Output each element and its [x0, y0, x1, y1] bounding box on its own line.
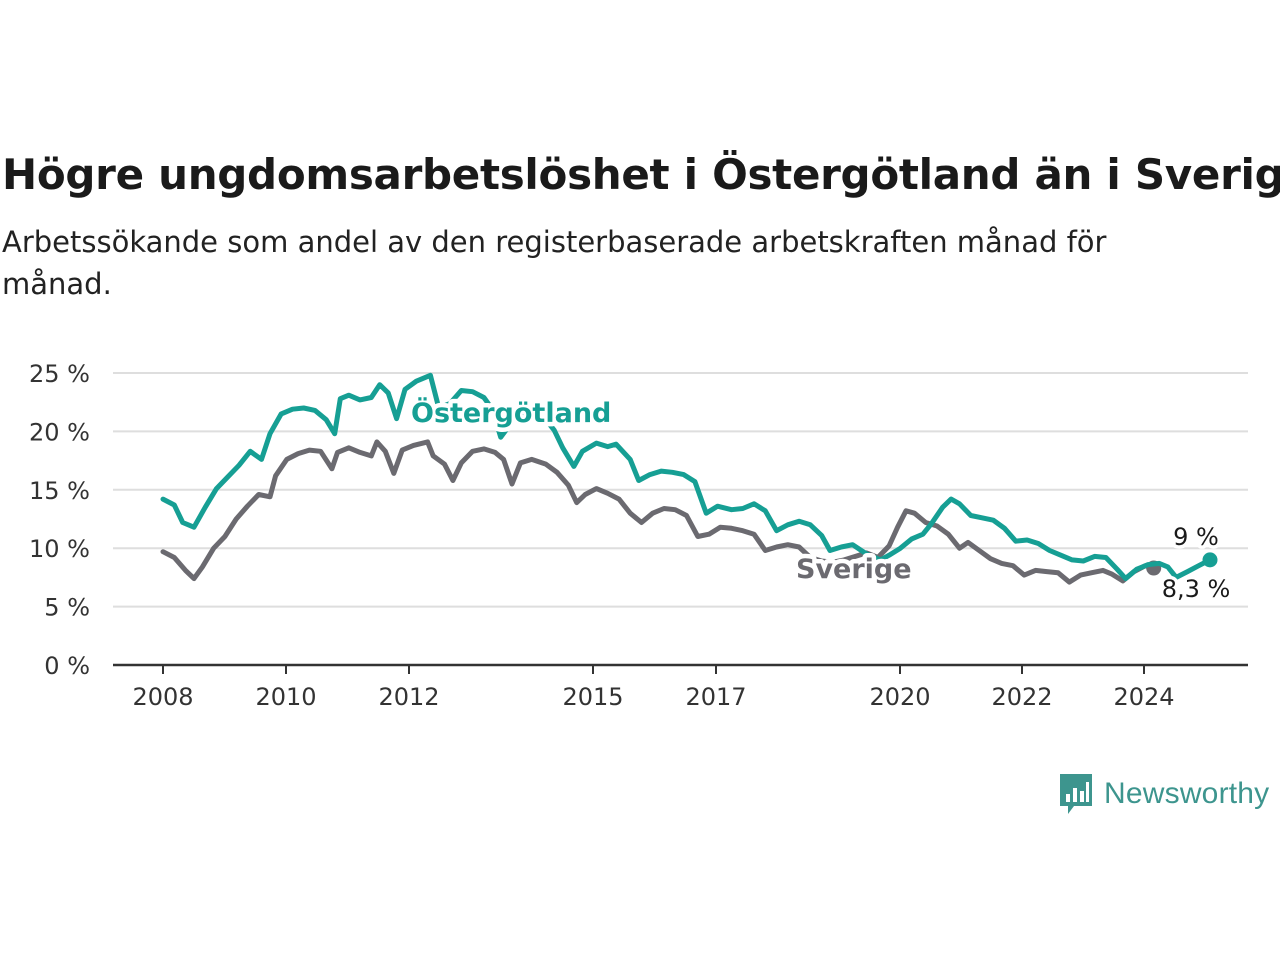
end-label-sverige: 8,3 % [1162, 575, 1231, 603]
chart-title: Högre ungdomsarbetslöshet i Östergötland… [2, 150, 1280, 199]
chart-subtitle: Arbetssökande som andel av den registerb… [2, 225, 1107, 301]
y-tick-label: 0 % [44, 652, 90, 680]
y-tick-label: 5 % [44, 594, 90, 622]
series-line-sverige [160, 439, 1157, 585]
x-tick-label: 2010 [255, 683, 316, 711]
x-tick-label: 2024 [1113, 683, 1174, 711]
series-labels: Östergötland Sverige 9 % 8,3 % [407, 392, 1234, 607]
x-tick-label: 2017 [685, 683, 746, 711]
x-tick-label: 2012 [378, 683, 439, 711]
x-axis: 2008 2010 2012 2015 2017 2020 2022 2024 [113, 663, 1248, 711]
y-tick-label: 25 % [29, 360, 90, 388]
x-tick-label: 2022 [991, 683, 1052, 711]
y-tick-label: 15 % [29, 477, 90, 505]
y-tick-label: 10 % [29, 535, 90, 563]
series-line-ostergotland [160, 372, 1213, 582]
end-label-ostergotland: 9 % [1173, 523, 1219, 551]
newsworthy-logo: Newsworthy [1058, 772, 1269, 816]
y-tick-label: 20 % [29, 418, 90, 446]
bar-chart-speech-bubble-icon [1060, 774, 1092, 814]
x-tick-label: 2020 [869, 683, 930, 711]
x-tick-label: 2015 [562, 683, 623, 711]
series-label-ostergotland: Östergötland [411, 396, 611, 429]
gridlines [113, 372, 1248, 608]
x-tick-label: 2008 [132, 683, 193, 711]
series-lines [160, 372, 1218, 585]
brand-name: Newsworthy [1104, 777, 1270, 810]
series-label-sverige: Sverige [796, 554, 912, 585]
y-axis: 0 % 5 % 10 % 15 % 20 % 25 % [29, 360, 90, 680]
series-end-point [1202, 552, 1218, 568]
